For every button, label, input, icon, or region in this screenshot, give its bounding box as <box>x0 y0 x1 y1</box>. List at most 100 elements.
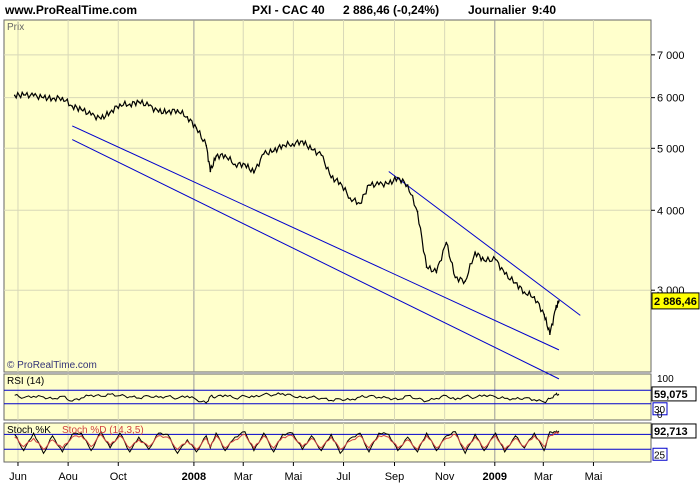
price-point <box>61 96 64 99</box>
price-point <box>514 282 517 284</box>
x-tick-label: 2008 <box>182 471 206 483</box>
y-tick-label: 4 000 <box>657 205 685 217</box>
price-point <box>32 95 35 97</box>
last-value-label: 92,713 <box>654 426 688 438</box>
y-tick-label: 6 000 <box>657 93 685 105</box>
price-point <box>176 109 179 111</box>
price-point <box>128 103 131 106</box>
rsi-y-label: 100 <box>657 374 674 385</box>
price-point <box>13 94 16 97</box>
price-point <box>558 300 560 302</box>
chart-header: www.ProRealTime.com PXI - CAC 40 2 886,4… <box>0 0 700 20</box>
price-point <box>396 176 399 179</box>
price-point <box>186 116 189 118</box>
price-point <box>42 96 45 99</box>
price-point <box>147 104 150 107</box>
level-tag <box>652 447 668 461</box>
rsi-panel <box>3 373 652 421</box>
price-point <box>523 291 526 293</box>
price-point <box>215 155 217 157</box>
x-tick-label: Mar <box>234 471 253 483</box>
price-point <box>291 143 294 145</box>
price-point <box>474 251 476 253</box>
price-point <box>387 183 390 185</box>
stoch-d-14-3-5--series <box>14 431 560 451</box>
price-point <box>454 276 457 279</box>
x-tick-label: Mai <box>585 471 603 483</box>
price-point <box>71 105 74 107</box>
price-point <box>157 111 160 113</box>
price-point <box>435 271 438 274</box>
price-point <box>503 273 506 275</box>
last-price-label: 2 886,46 <box>654 296 697 308</box>
price-point <box>330 176 332 179</box>
x-tick-label: Jul <box>336 471 350 483</box>
x-tick-label: Nov <box>435 471 455 483</box>
price-change: 2 886,46 (-0,24%) <box>343 3 440 17</box>
x-tick-label: Mar <box>534 471 553 483</box>
price-point <box>368 184 370 186</box>
price-point <box>281 144 284 146</box>
x-tick-label: Jun <box>9 471 27 483</box>
last-price-tag <box>651 292 700 310</box>
last-value-tag <box>651 423 697 439</box>
price-point <box>533 295 536 298</box>
price-point <box>320 154 323 156</box>
price-point <box>224 154 226 156</box>
price-point <box>483 259 485 262</box>
price-point <box>359 202 361 205</box>
stoch-d-label: Stoch %D (14,3,5) <box>62 425 144 436</box>
trendline-2 <box>72 139 560 380</box>
last-value-label: 59,075 <box>654 389 688 401</box>
price-point <box>425 266 428 268</box>
price-point <box>272 150 275 152</box>
x-tick-label: 2009 <box>483 471 507 483</box>
level-tag <box>652 402 668 416</box>
period-label: Journalier <box>468 3 527 17</box>
price-series <box>14 90 560 335</box>
price-point <box>339 181 342 184</box>
level-label: 30 <box>654 405 666 416</box>
price-point <box>234 163 236 166</box>
price-point <box>119 103 121 106</box>
price-point <box>464 280 467 282</box>
price-point <box>253 171 255 174</box>
price-point <box>51 97 54 100</box>
price-point <box>244 163 246 166</box>
price-point <box>80 108 83 111</box>
price-point <box>554 308 557 311</box>
price-point <box>100 118 102 120</box>
x-tick-label: Oct <box>110 471 127 483</box>
price-point <box>301 140 304 142</box>
last-value-tag <box>651 386 697 402</box>
x-tick-label: Mai <box>285 471 303 483</box>
price-point <box>349 197 351 199</box>
indicator-series <box>14 392 560 404</box>
trendline-1 <box>72 125 560 351</box>
price-point <box>445 241 448 244</box>
x-tick-label: Sep <box>385 471 405 483</box>
stoch-k-label: Stoch %K <box>7 425 51 436</box>
price-point <box>166 111 169 113</box>
price-point <box>262 153 265 155</box>
price-point <box>138 101 140 103</box>
price-point <box>209 170 212 173</box>
rsi-title: RSI (14) <box>7 376 44 387</box>
x-tick-label: Aou <box>58 471 78 483</box>
level-label: 25 <box>654 450 666 461</box>
price-point <box>310 148 313 151</box>
site-name[interactable]: www.ProRealTime.com <box>5 3 138 17</box>
price-point <box>90 114 92 116</box>
price-point <box>109 111 111 114</box>
price-point <box>549 333 551 336</box>
y-tick-label: 7 000 <box>657 50 685 62</box>
price-point <box>494 258 497 261</box>
stoch-k-series <box>14 430 560 455</box>
y-tick-label: 5 000 <box>657 143 685 155</box>
price-point <box>205 144 208 147</box>
watermark: © ProRealTime.com <box>7 360 97 371</box>
price-point <box>378 183 380 186</box>
price-point <box>543 313 545 316</box>
trendline-3 <box>388 171 581 316</box>
